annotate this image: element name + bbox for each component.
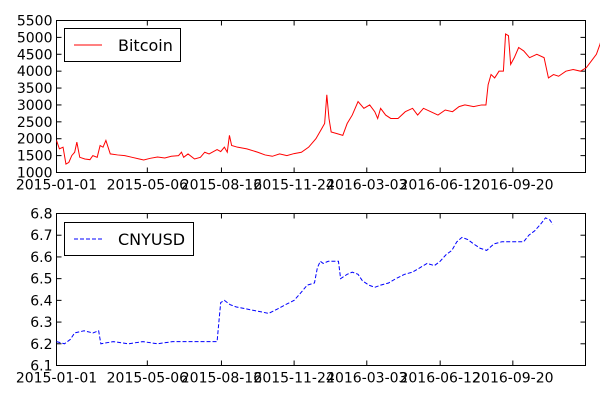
cnyusd-chart-panel: 2015-01-01 2015-05-062015-08-162015-11-24…	[16, 207, 586, 387]
bitcoin-legend: Bitcoin	[65, 29, 181, 62]
bitcoin-x-tick-label: 2015-05-06	[107, 178, 188, 194]
cnyusd-y-tick-label: 6.6	[30, 250, 52, 266]
cnyusd-y-tick-label: 6.8	[30, 207, 52, 223]
bitcoin-y-tick-label: 2000	[17, 132, 53, 148]
cnyusd-x-tick-label: 2015-01-01	[16, 371, 97, 387]
bitcoin-y-tick-label: 5000	[17, 30, 53, 46]
bitcoin-y-tick-label: 5500	[17, 14, 53, 30]
bitcoin-x-tick-label: 2015-11-24	[253, 178, 334, 194]
cnyusd-x-tick-label: 2016-06-12	[399, 371, 480, 387]
cnyusd-x-tick-label: 2015-11-24	[253, 371, 334, 387]
bitcoin-legend-label: Bitcoin	[118, 36, 173, 55]
bitcoin-y-tick-label: 1500	[17, 149, 53, 165]
bitcoin-y-tick-label: 4000	[17, 64, 53, 80]
bitcoin-y-tick-label: 3000	[17, 98, 53, 114]
cnyusd-x-tick-label: 2015-08-16	[181, 371, 262, 387]
cnyusd-y-tick-label: 6.2	[30, 337, 52, 353]
bitcoin-x-tick-label: 2015-08-16	[181, 178, 262, 194]
bitcoin-x-tick-label: 2016-09-20	[472, 178, 553, 194]
cnyusd-y-tick-label: 6.7	[30, 228, 52, 244]
cnyusd-x-tick-label: 2016-09-20	[472, 371, 553, 387]
bitcoin-y-tick-label: 2500	[17, 115, 53, 131]
cnyusd-y-tick-label: 6.4	[30, 293, 52, 309]
bitcoin-x-tick-label: 2016-06-12	[399, 178, 480, 194]
bitcoin-y-tick-label: 1000	[17, 166, 53, 182]
cnyusd-x-tick-label: 2015-05-06	[107, 371, 188, 387]
cnyusd-y-tick-label: 6.3	[30, 315, 52, 331]
cnyusd-legend-label: CNYUSD	[118, 230, 185, 249]
cnyusd-x-tick-label: 2016-03-03	[326, 371, 407, 387]
bitcoin-y-tick-label: 4500	[17, 47, 53, 63]
bitcoin-x-tick-label: 2016-03-03	[326, 178, 407, 194]
bitcoin-y-tick-label: 3500	[17, 81, 53, 97]
cnyusd-legend: CNYUSD	[65, 223, 194, 256]
cnyusd-y-tick-label: 6.5	[30, 272, 52, 288]
cnyusd-y-tick-label: 6.1	[30, 359, 52, 375]
